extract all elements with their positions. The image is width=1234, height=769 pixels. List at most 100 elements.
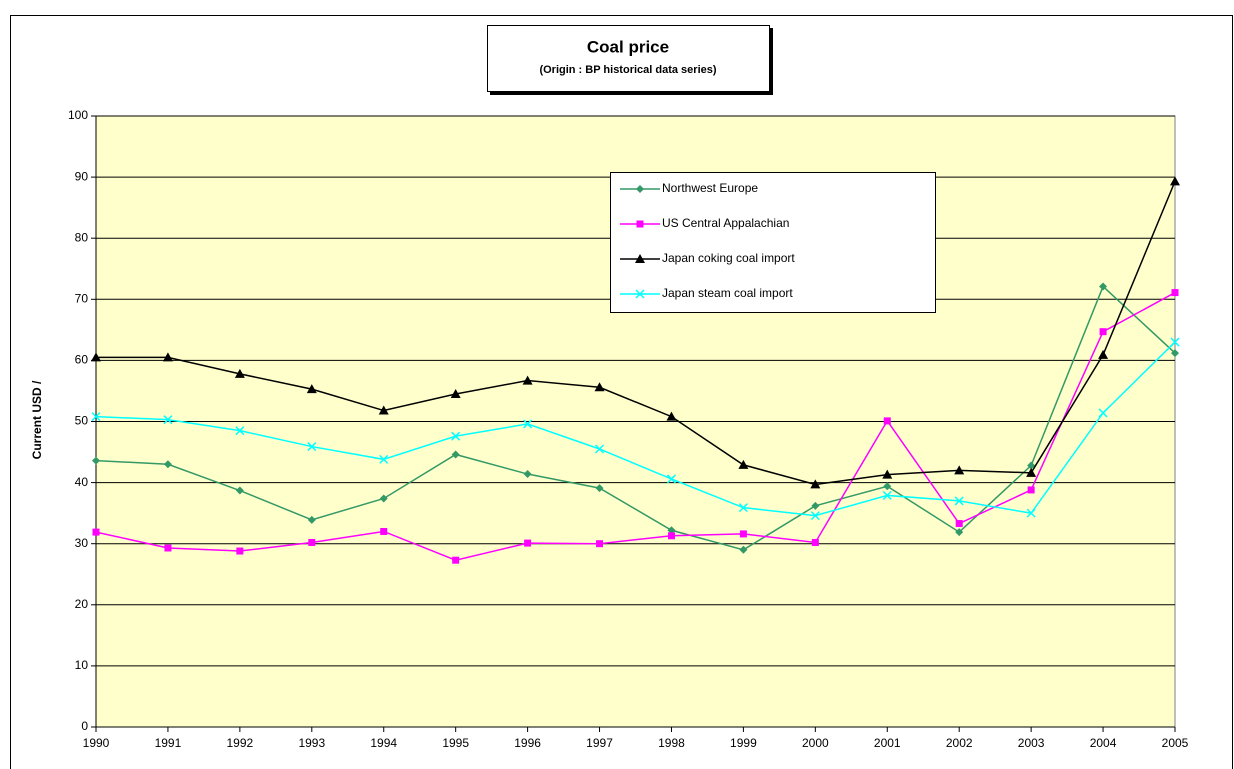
marker [636,220,644,228]
marker [739,545,748,554]
chart-subtitle: (Origin : BP historical data series) [539,64,716,76]
marker [524,539,532,547]
y-tick-label: 60 [75,353,89,367]
marker [163,415,173,425]
marker [1098,408,1108,418]
x-tick-label: 2003 [1018,736,1045,750]
marker [738,459,749,469]
y-tick-label: 10 [75,658,89,672]
marker [1099,328,1107,336]
x-tick-label: 2001 [874,736,901,750]
marker [594,382,605,392]
marker [882,490,892,500]
y-tick-label: 0 [81,719,88,733]
marker [523,470,532,479]
y-axis-label: Current USD / [30,380,44,459]
marker [739,530,747,538]
marker [234,368,245,378]
marker [596,540,604,548]
marker [1171,289,1179,297]
marker [91,412,101,422]
marker [452,556,460,564]
x-tick-label: 1992 [227,736,254,750]
marker [810,479,821,489]
series-line [95,341,1176,517]
marker [635,289,645,299]
marker [235,426,245,436]
marker [91,352,101,362]
marker [380,527,388,535]
marker [955,528,964,537]
y-tick-label: 20 [75,597,89,611]
x-tick-label: 2004 [1090,736,1117,750]
marker [235,486,244,495]
y-tick-label: 100 [68,108,88,122]
y-tick-label: 40 [75,475,89,489]
legend-label: Japan coking coal import [662,251,795,265]
x-tick-label: 1995 [442,736,469,750]
marker [162,352,173,362]
marker [636,185,644,193]
y-tick-label: 90 [75,169,89,183]
marker [379,454,389,464]
x-tick-label: 1996 [514,736,541,750]
x-tick-label: 1998 [658,736,685,750]
marker [666,411,677,421]
marker [883,482,892,491]
marker [1026,467,1037,477]
series-line [95,285,1176,551]
series-line [96,181,1176,486]
x-tick-label: 2000 [802,736,829,750]
x-tick-label: 2005 [1162,736,1189,750]
y-tick-label: 80 [75,230,89,244]
marker [810,511,820,521]
marker [667,532,675,540]
marker [523,419,533,429]
legend-label: Northwest Europe [662,181,758,195]
marker [666,474,676,484]
legend-label: US Central Appalachian [662,216,789,230]
marker [954,465,965,475]
marker [378,405,389,415]
marker [450,389,461,399]
marker [379,494,388,503]
marker [522,375,533,385]
x-tick-label: 1991 [155,736,182,750]
marker [882,469,893,479]
marker [1027,486,1035,494]
marker [164,544,172,552]
marker [307,515,316,524]
marker [595,444,605,454]
marker [451,431,461,441]
chart-title: Coal price [587,37,669,56]
marker [738,503,748,513]
marker [451,450,460,459]
marker [92,528,100,536]
y-tick-label: 70 [75,291,89,305]
marker [308,538,316,546]
marker [811,501,820,510]
marker [883,417,891,425]
marker [1099,282,1108,291]
x-tick-label: 1990 [83,736,110,750]
marker [1098,349,1109,359]
marker [1171,349,1179,358]
legend-label: Japan steam coal import [662,286,793,300]
marker [595,484,604,493]
x-tick-label: 1997 [586,736,613,750]
x-tick-label: 2002 [946,736,973,750]
marker [1027,461,1036,470]
x-tick-label: 1999 [730,736,757,750]
marker [1026,508,1036,518]
x-tick-label: 1993 [298,736,325,750]
marker [163,460,172,469]
marker [306,384,317,394]
legend-box [610,172,936,313]
x-tick-label: 1994 [370,736,397,750]
marker [307,442,317,452]
title-box [487,25,770,92]
marker [954,496,964,506]
marker [1170,176,1180,186]
